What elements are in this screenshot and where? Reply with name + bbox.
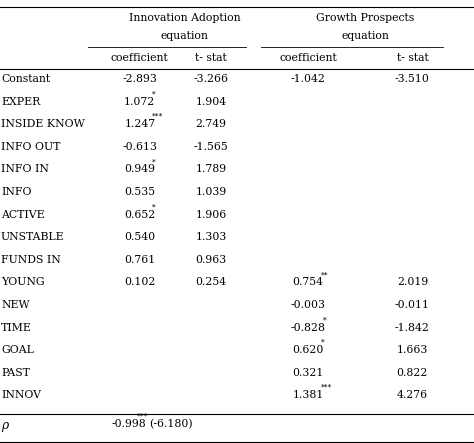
Text: INFO: INFO (1, 187, 31, 197)
Text: **: ** (320, 271, 328, 279)
Text: -1.565: -1.565 (193, 142, 228, 152)
Text: 1.904: 1.904 (195, 97, 227, 107)
Text: -0.613: -0.613 (122, 142, 157, 152)
Text: 0.321: 0.321 (292, 368, 324, 378)
Text: t- stat: t- stat (195, 53, 227, 63)
Text: 0.754: 0.754 (292, 277, 324, 288)
Text: INFO OUT: INFO OUT (1, 142, 60, 152)
Text: 0.949: 0.949 (124, 164, 155, 175)
Text: 0.254: 0.254 (195, 277, 227, 288)
Text: equation: equation (161, 31, 209, 41)
Text: GOAL: GOAL (1, 345, 34, 355)
Text: 1.906: 1.906 (195, 210, 227, 220)
Text: TIME: TIME (1, 323, 32, 333)
Text: ***: *** (137, 412, 148, 420)
Text: ρ: ρ (1, 419, 8, 431)
Text: INSIDE KNOW: INSIDE KNOW (1, 119, 85, 129)
Text: ***: *** (320, 384, 332, 392)
Text: 1.072: 1.072 (124, 97, 155, 107)
Text: *: * (320, 339, 324, 347)
Text: 0.535: 0.535 (124, 187, 155, 197)
Text: NEW: NEW (1, 300, 29, 310)
Text: coefficient: coefficient (111, 53, 169, 63)
Text: YOUNG: YOUNG (1, 277, 45, 288)
Text: *: * (322, 316, 326, 324)
Text: ACTIVE: ACTIVE (1, 210, 45, 220)
Text: 0.963: 0.963 (195, 255, 227, 265)
Text: 4.276: 4.276 (397, 390, 428, 400)
Text: ***: *** (152, 113, 164, 121)
Text: 0.540: 0.540 (124, 232, 155, 242)
Text: INNOV: INNOV (1, 390, 41, 400)
Text: -3.510: -3.510 (395, 74, 430, 84)
Text: 0.652: 0.652 (124, 210, 155, 220)
Text: (-6.180): (-6.180) (149, 419, 192, 429)
Text: INFO IN: INFO IN (1, 164, 49, 175)
Text: -0.011: -0.011 (395, 300, 430, 310)
Text: 0.761: 0.761 (124, 255, 155, 265)
Text: 0.822: 0.822 (397, 368, 428, 378)
Text: coefficient: coefficient (279, 53, 337, 63)
Text: 1.381: 1.381 (292, 390, 324, 400)
Text: 1.789: 1.789 (195, 164, 227, 175)
Text: -3.266: -3.266 (193, 74, 228, 84)
Text: 1.039: 1.039 (195, 187, 227, 197)
Text: Growth Prospects: Growth Prospects (316, 13, 414, 23)
Text: EXPER: EXPER (1, 97, 40, 107)
Text: -2.893: -2.893 (122, 74, 157, 84)
Text: *: * (152, 158, 156, 166)
Text: 2.019: 2.019 (397, 277, 428, 288)
Text: 1.303: 1.303 (195, 232, 227, 242)
Text: FUNDS IN: FUNDS IN (1, 255, 61, 265)
Text: -0.828: -0.828 (291, 323, 326, 333)
Text: 0.620: 0.620 (292, 345, 324, 355)
Text: -1.042: -1.042 (291, 74, 326, 84)
Text: *: * (152, 203, 156, 211)
Text: -0.003: -0.003 (291, 300, 326, 310)
Text: 1.663: 1.663 (397, 345, 428, 355)
Text: 0.102: 0.102 (124, 277, 155, 288)
Text: PAST: PAST (1, 368, 30, 378)
Text: UNSTABLE: UNSTABLE (1, 232, 64, 242)
Text: t- stat: t- stat (397, 53, 428, 63)
Text: Innovation Adoption: Innovation Adoption (129, 13, 241, 23)
Text: Constant: Constant (1, 74, 50, 84)
Text: -0.998: -0.998 (111, 419, 146, 429)
Text: equation: equation (341, 31, 389, 41)
Text: 1.247: 1.247 (124, 119, 155, 129)
Text: *: * (152, 90, 156, 98)
Text: 2.749: 2.749 (195, 119, 227, 129)
Text: -1.842: -1.842 (395, 323, 430, 333)
